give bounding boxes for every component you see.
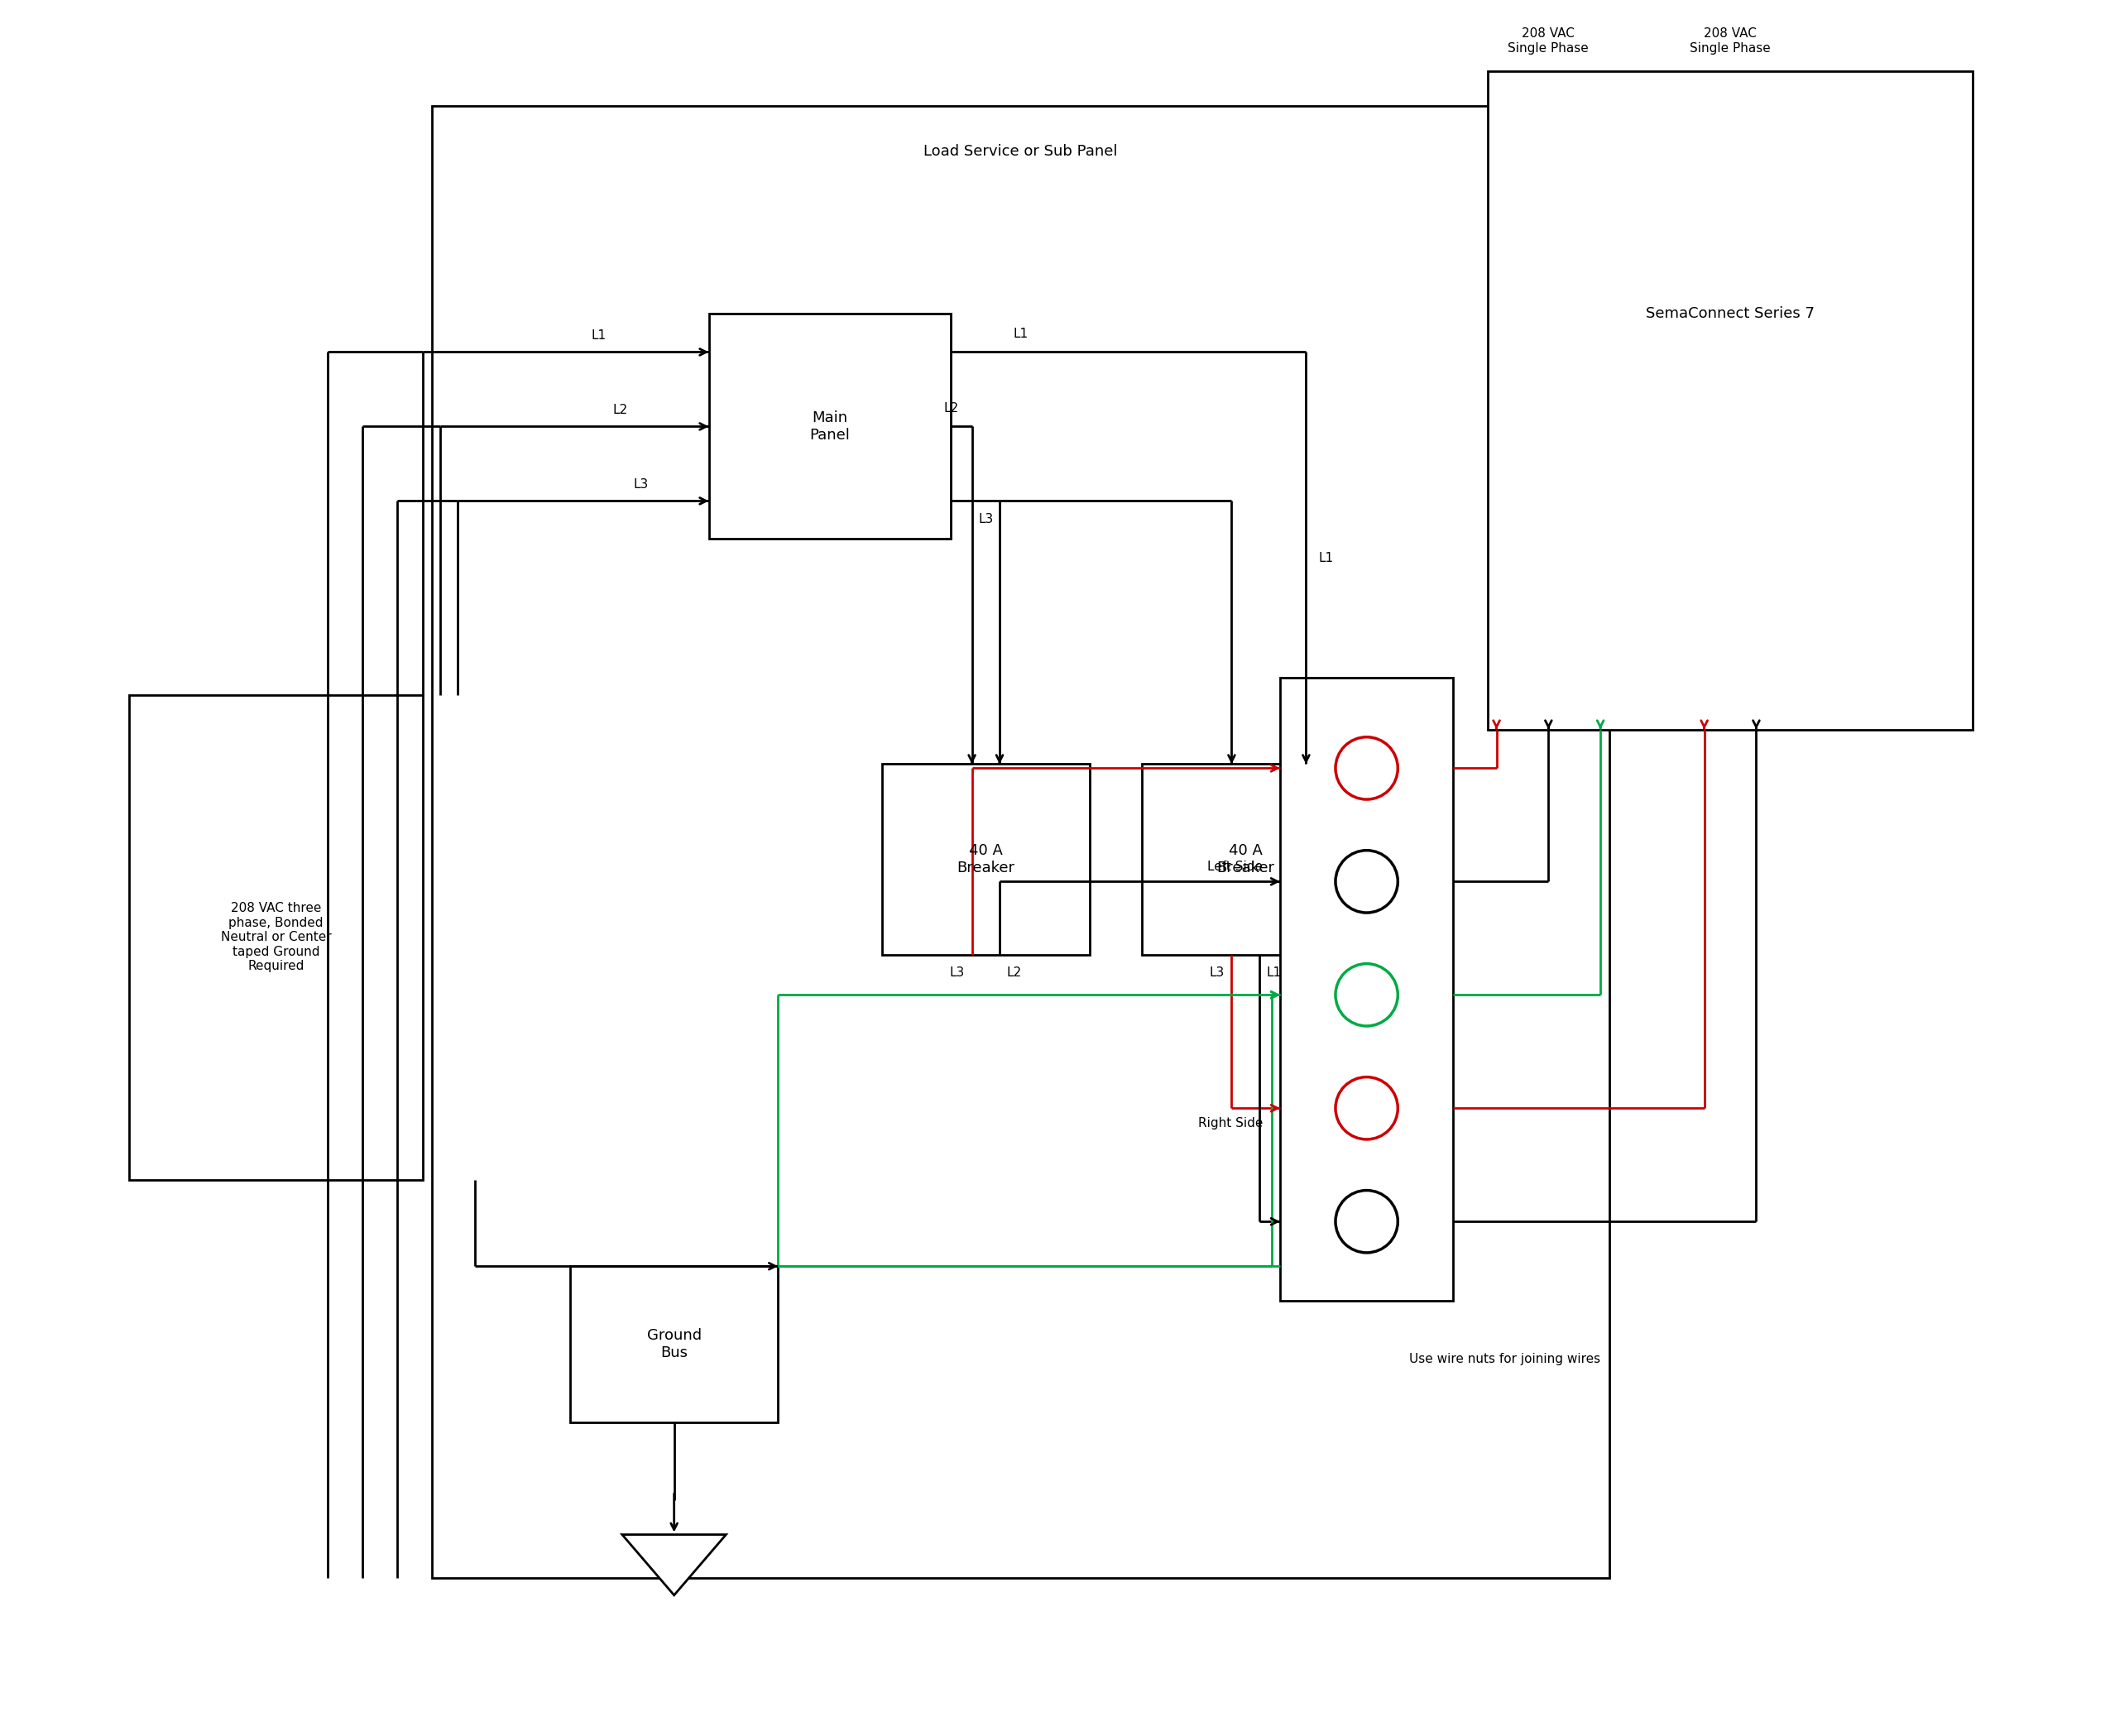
Bar — [709, 314, 952, 540]
Polygon shape — [622, 1535, 726, 1595]
Text: 208 VAC
Single Phase: 208 VAC Single Phase — [1509, 28, 1589, 54]
Text: L1: L1 — [1013, 328, 1028, 340]
Text: L1: L1 — [1266, 967, 1281, 979]
Bar — [1488, 71, 1973, 729]
Text: L2: L2 — [612, 404, 627, 417]
Text: Left Side: Left Side — [1207, 861, 1262, 873]
Bar — [129, 694, 422, 1180]
Text: L1: L1 — [591, 330, 606, 342]
Text: L3: L3 — [1209, 967, 1224, 979]
Text: L1: L1 — [1319, 552, 1334, 564]
Text: 208 VAC
Single Phase: 208 VAC Single Phase — [1690, 28, 1770, 54]
Text: Right Side: Right Side — [1198, 1116, 1262, 1128]
Text: 208 VAC three
phase, Bonded
Neutral or Center
taped Ground
Required: 208 VAC three phase, Bonded Neutral or C… — [222, 903, 331, 972]
Bar — [1142, 764, 1348, 955]
Text: 40 A
Breaker: 40 A Breaker — [1217, 844, 1274, 875]
Circle shape — [1336, 1076, 1397, 1139]
Text: L2: L2 — [1006, 967, 1021, 979]
Text: L3: L3 — [633, 477, 648, 491]
Bar — [570, 1266, 779, 1422]
Circle shape — [1336, 851, 1397, 913]
Text: L3: L3 — [949, 967, 964, 979]
Text: L2: L2 — [943, 403, 958, 415]
Circle shape — [1336, 1191, 1397, 1253]
Circle shape — [1336, 738, 1397, 799]
Circle shape — [1336, 963, 1397, 1026]
Text: L3: L3 — [979, 514, 994, 526]
Text: Use wire nuts for joining wires: Use wire nuts for joining wires — [1409, 1352, 1601, 1364]
Bar — [1281, 677, 1454, 1300]
Bar — [882, 764, 1089, 955]
Text: Main
Panel: Main Panel — [810, 410, 850, 443]
Bar — [433, 106, 1610, 1578]
Text: Ground
Bus: Ground Bus — [648, 1328, 701, 1361]
Text: SemaConnect Series 7: SemaConnect Series 7 — [1646, 307, 1815, 321]
Text: Load Service or Sub Panel: Load Service or Sub Panel — [924, 144, 1118, 160]
Text: 40 A
Breaker: 40 A Breaker — [956, 844, 1015, 875]
